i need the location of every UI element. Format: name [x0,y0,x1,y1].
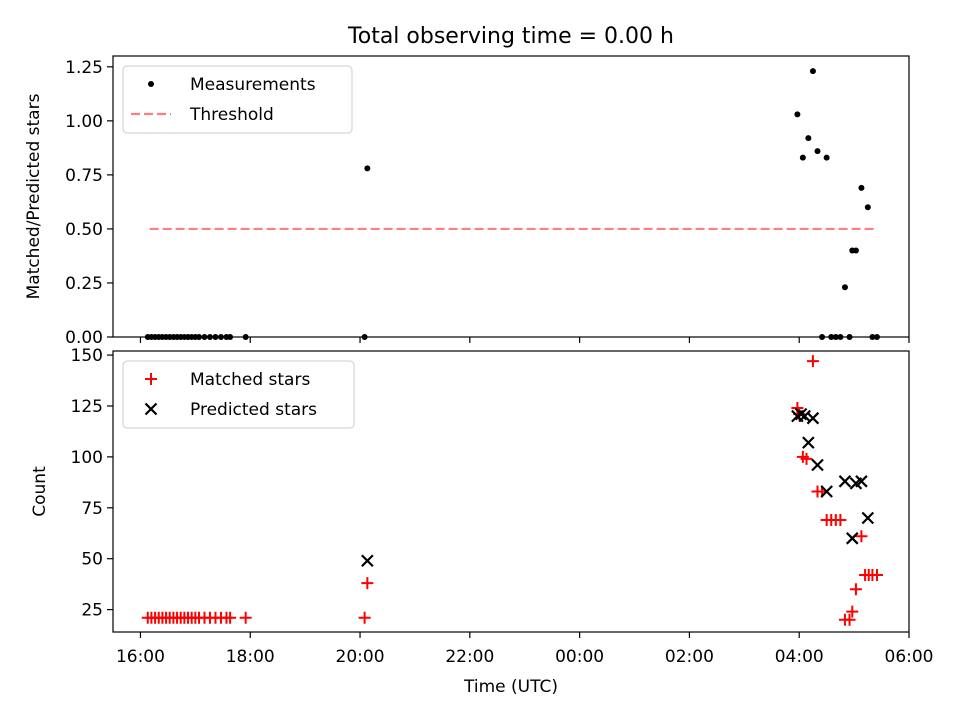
x-tick-label: 16:00 [116,647,165,667]
matched-star-point [843,613,856,626]
x-tick-label: 00:00 [555,647,604,667]
y-axis-label: Matched/Predicted stars [24,93,44,299]
matched-star-point [846,605,859,618]
matched-star-point [834,514,847,527]
y-axis-label: Count [30,466,50,517]
x-tick-label: 06:00 [885,647,934,667]
measurement-point [814,148,821,155]
measurement-point [841,284,848,291]
x-axis-label: Time (UTC) [463,677,558,697]
measurement-point [799,154,806,161]
measurement-point [858,184,865,191]
legend: Measurements Threshold [122,65,353,134]
count-panel: 25 50 75 100 125 150 16:00 18:00 20:00 22:00 00:00… [30,346,934,697]
measurement-point [823,154,830,161]
matched-star-point [239,611,252,624]
measurement-point [809,68,816,75]
y-tick-label: 0.25 [65,274,103,294]
legend-box [122,65,353,134]
y-tick-label: 100 [71,448,103,468]
measurement-point [852,247,859,254]
matched-star-point [224,611,237,624]
y-tick-label: 1.25 [65,58,103,78]
legend-label: Matched stars [190,370,310,390]
x-tick-label: 22:00 [445,647,494,667]
x-tick-label: 20:00 [336,647,385,667]
matched-star-point [855,530,868,543]
y-tick-label: 150 [71,346,103,366]
legend-marker-matched [145,373,157,385]
predicted-star-point [802,436,815,449]
matched-star-point [358,611,371,624]
legend: Matched stars Predicted stars [122,360,355,429]
matched-star-point [849,583,862,596]
y-tick-label: 25 [81,601,103,621]
ratio-panel: 0.00 0.25 0.50 0.75 1.00 1.25 Matched/Predicte… [24,55,910,348]
matched-star-point [800,452,813,465]
predicted-star-point [820,485,833,498]
measurement-point [364,165,371,172]
predicted-star-point [838,475,852,488]
y-tick-label: 125 [71,397,103,417]
matched-star-point [806,355,819,368]
legend-label: Threshold [189,105,274,125]
y-tick-label: 0.50 [65,220,103,240]
predicted-star-point [361,554,374,568]
legend-marker-predicted [144,402,158,416]
measurement-point [794,111,801,118]
x-tick-label: 18:00 [226,647,275,667]
y-tick-label: 75 [81,499,103,519]
predicted-star-point [855,475,868,488]
legend-box [122,360,355,429]
y-tick-label: 0.75 [65,166,103,186]
y-tick-label: 1.00 [65,112,103,132]
predicted-star-point [861,511,875,525]
predicted-star-point [794,407,808,421]
matched-star-point [870,568,883,581]
legend-label: Predicted stars [190,400,317,420]
y-tick-label: 0.00 [65,328,103,348]
plot-frame [112,55,910,338]
matched-star-point [361,577,374,590]
legend-marker-measurement [148,81,154,87]
x-tick-label: 04:00 [775,647,824,667]
plot-frame [112,350,910,633]
predicted-star-point [811,458,824,472]
measurement-point [864,204,871,211]
y-tick-label: 50 [81,550,103,570]
measurement-point [805,135,812,142]
figure-title: Total observing time = 0.00 h [347,24,674,49]
x-tick-label: 02:00 [665,647,714,667]
predicted-star-point [845,532,859,545]
legend-label: Measurements [190,75,316,95]
predicted-star-point [806,411,820,425]
